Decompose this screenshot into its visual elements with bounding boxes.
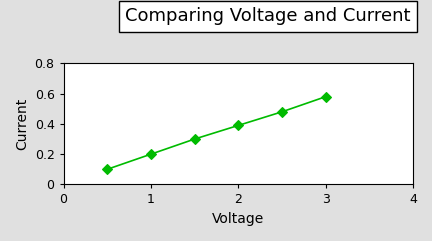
Y-axis label: Current: Current — [15, 98, 29, 150]
Text: Comparing Voltage and Current: Comparing Voltage and Current — [125, 7, 410, 25]
X-axis label: Voltage: Voltage — [212, 212, 264, 226]
